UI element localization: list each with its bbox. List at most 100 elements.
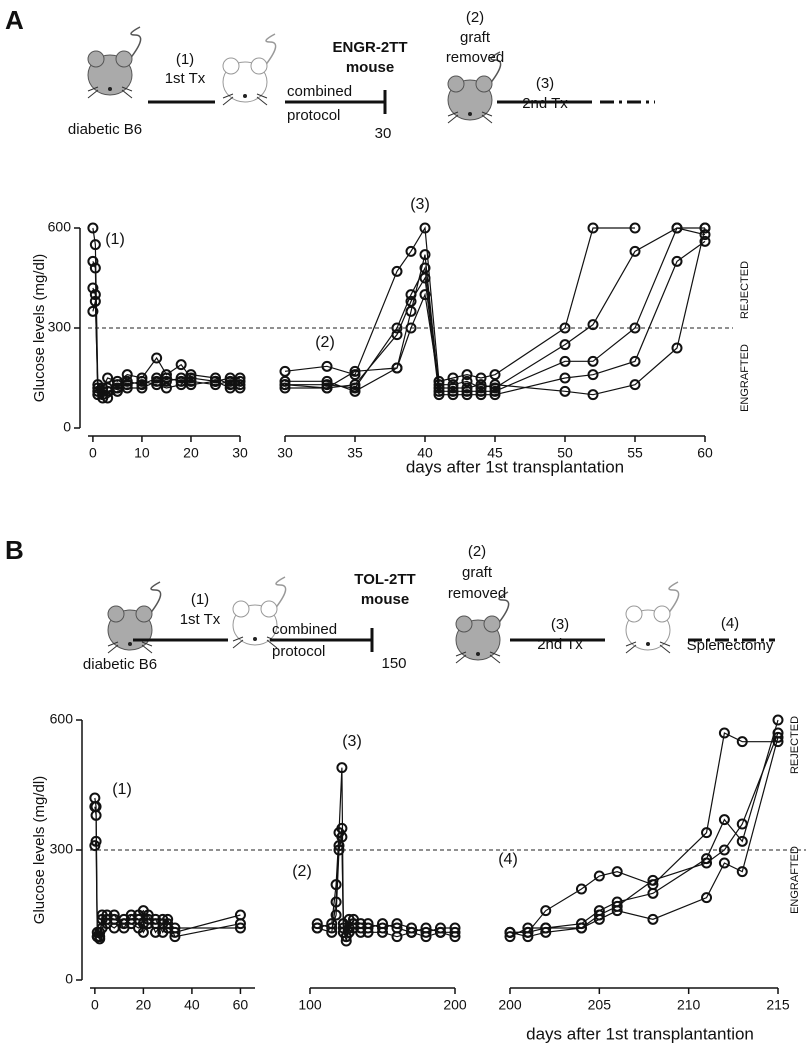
data-point [87,222,99,234]
schema-text: ENGR-2TT [333,39,408,56]
data-point [699,235,711,247]
data-point [447,382,459,394]
mouse-tail [124,26,142,66]
mouse-ear [87,50,105,68]
data-point [89,239,101,251]
data-point [90,809,102,821]
data-point [587,355,599,367]
data-point [433,379,445,391]
schema-text: diabetic B6 [83,656,157,673]
mouse-ear [232,600,250,618]
x-tick-label: 55 [627,445,643,461]
data-point [461,382,473,394]
data-point [447,379,459,391]
schema-text: 150 [381,655,406,672]
side-label: ENGRAFTED [739,344,751,412]
data-point [234,922,246,934]
data-point [647,874,659,886]
data-point [489,382,501,394]
data-point [718,857,730,869]
data-point [475,382,487,394]
data-point [699,222,711,234]
series-line [94,841,241,939]
data-point [362,926,374,938]
schema-text: Splenectomy [687,637,774,654]
data-point [175,375,187,387]
panel-label: B [5,535,24,565]
data-point [321,375,333,387]
mouse-whiskers [625,641,671,654]
mouse-tail [144,581,162,621]
data-point [629,379,641,391]
data-point [349,382,361,394]
data-point [559,355,571,367]
x-tick-label: 30 [277,445,293,461]
data-point [593,870,605,882]
schema-text: protocol [287,107,340,124]
x-tick-label: 35 [347,445,363,461]
series-line [284,227,706,396]
schema-text: combined [287,83,352,100]
data-point [108,909,120,921]
schema-text: (1) [191,591,209,608]
data-point [736,736,748,748]
data-point [701,827,713,839]
mouse-ear [483,615,501,633]
data-point [449,926,461,938]
x-tick-label: 60 [697,445,713,461]
data-point [611,866,623,878]
schema-text: graft [460,29,491,46]
data-point [349,365,361,377]
x-tick-label: 200 [498,997,522,1013]
schema-text: diabetic B6 [68,121,142,138]
data-point [671,255,683,267]
annotation: (2) [292,863,312,880]
mouse-nose [243,94,247,98]
data-point [629,245,641,257]
mouse-whiskers [232,636,278,649]
data-point [587,222,599,234]
data-point [136,379,148,391]
x-tick-label: 20 [183,445,199,461]
mouse-whiskers [222,93,268,106]
data-point [391,362,403,374]
data-point [349,385,361,397]
side-label: REJECTED [789,716,801,774]
data-point [647,887,659,899]
data-point [321,360,333,372]
y-tick-label: 300 [50,841,74,857]
mouse-whiskers [107,641,153,654]
x-tick-label: 45 [487,445,503,461]
x-tick-label: 0 [91,997,99,1013]
x-tick-label: 30 [232,445,248,461]
data-point [435,926,446,938]
data-point [629,355,641,367]
y-tick-label: 300 [48,319,72,335]
data-point [118,922,130,934]
data-point [419,249,431,261]
side-label: REJECTED [739,261,751,319]
y-axis-label: Glucose levels (mg/dl) [31,776,48,924]
schema-text: (3) [536,75,554,92]
series-line [510,732,778,933]
schema-text: 30 [375,125,392,142]
data-point [647,913,659,925]
schema-text: (2) [468,543,486,560]
mouse-tail [492,591,510,631]
data-point [330,879,342,891]
data-point [718,727,730,739]
x-tick-label: 60 [233,997,249,1013]
schema-text: graft [462,564,493,581]
data-point [234,379,246,391]
mouse-ear [107,605,125,623]
y-tick-label: 600 [48,219,72,235]
data-point [671,222,683,234]
data-point [330,909,342,921]
x-tick-label: 20 [136,997,152,1013]
data-point [96,922,108,934]
data-point [540,905,552,917]
data-point [89,262,101,274]
x-tick-label: 210 [677,997,701,1013]
x-tick-label: 10 [134,445,150,461]
y-tick-label: 600 [50,711,74,727]
